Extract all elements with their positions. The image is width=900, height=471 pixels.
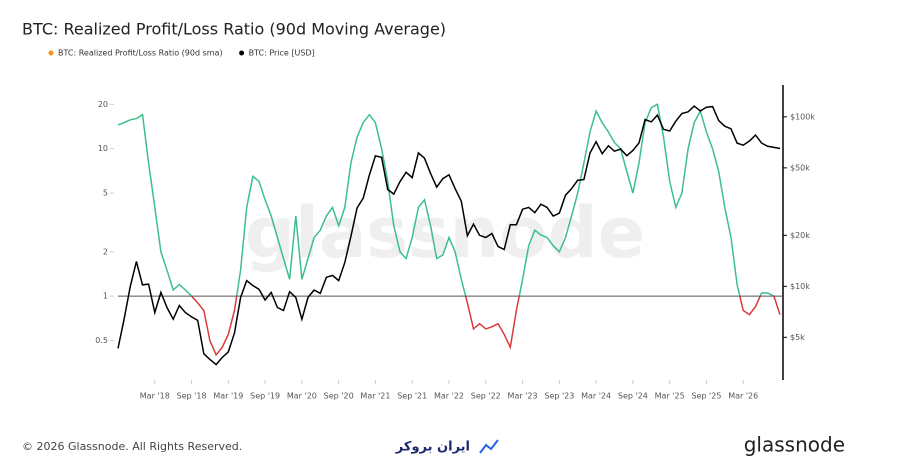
y2-tick-label: $10k	[790, 282, 810, 291]
x-tick-label: Mar '25	[655, 392, 685, 401]
chart-title: BTC: Realized Profit/Loss Ratio (90d Mov…	[22, 20, 446, 39]
y-tick-label: 1	[103, 292, 108, 301]
x-tick-label: Sep '19	[250, 392, 280, 401]
y-tick-label: 5	[103, 189, 108, 198]
y2-tick-label: $5k	[790, 333, 805, 342]
x-tick-label: Mar '19	[213, 392, 243, 401]
x-tick-label: Mar '23	[508, 392, 538, 401]
partner-icon	[479, 439, 499, 454]
y-tick-label: 20	[98, 100, 108, 109]
legend-marker	[48, 50, 54, 56]
x-tick-label: Sep '24	[618, 392, 648, 401]
y-tick-label: 10	[98, 144, 108, 153]
series-line-above	[118, 103, 775, 297]
x-tick-label: Mar '18	[140, 392, 170, 401]
x-tick-label: Mar '24	[581, 392, 611, 401]
series-line-below	[190, 296, 781, 357]
x-tick-label: Sep '18	[177, 392, 207, 401]
x-tick-label: Sep '22	[471, 392, 501, 401]
partner-logo: ایران بروکر	[395, 440, 470, 455]
footer: © 2026 Glassnode. All Rights Reserved.	[22, 440, 242, 453]
x-tick-label: Sep '23	[544, 392, 574, 401]
x-tick-label: Mar '26	[728, 392, 758, 401]
watermark: glassnode	[245, 192, 645, 274]
y2-tick-label: $20k	[790, 231, 810, 240]
x-tick-label: Mar '20	[287, 392, 317, 401]
series-line	[117, 105, 781, 366]
x-tick-label: Sep '25	[691, 392, 721, 401]
legend-marker	[239, 50, 245, 56]
y2-tick-label: $50k	[790, 163, 810, 172]
legend-label: BTC: Price [USD]	[249, 49, 315, 58]
y-tick-label: 2	[103, 247, 108, 256]
brand-logo: glassnode	[744, 433, 845, 457]
x-tick-label: Sep '21	[397, 392, 427, 401]
y-tick-label: 0.5	[95, 336, 108, 345]
x-tick-label: Sep '20	[324, 392, 354, 401]
x-tick-label: Mar '22	[434, 392, 464, 401]
legend-label: BTC: Realized Profit/Loss Ratio (90d sma…	[58, 49, 223, 58]
y2-tick-label: $100k	[790, 112, 815, 121]
x-tick-label: Mar '21	[360, 392, 390, 401]
